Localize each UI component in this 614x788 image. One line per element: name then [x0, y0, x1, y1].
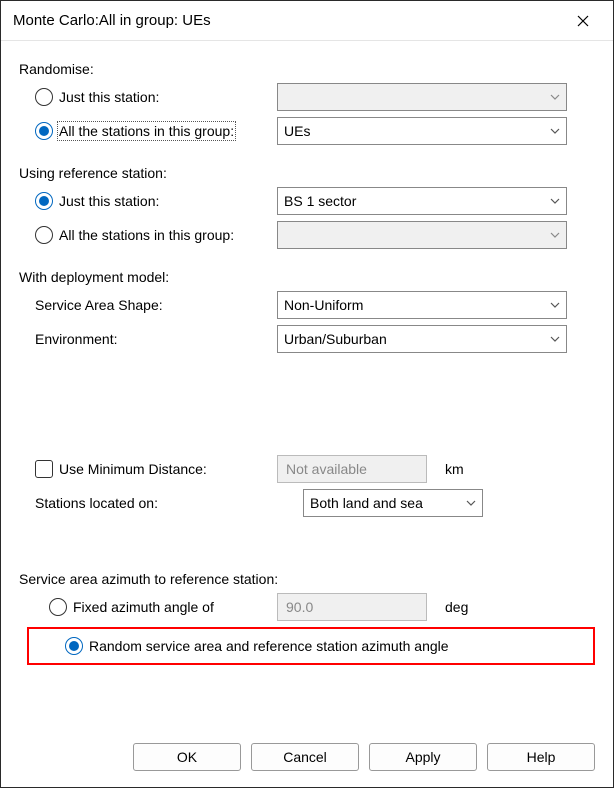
combo-value: Non-Uniform [284, 297, 363, 313]
environment-label: Environment: [35, 331, 117, 347]
deployment-label: With deployment model: [19, 269, 595, 285]
randomise-group-combo[interactable]: UEs [277, 117, 567, 145]
reference-station-combo[interactable]: BS 1 sector [277, 187, 567, 215]
dialog-window: Monte Carlo:All in group: UEs Randomise:… [0, 0, 614, 788]
help-button[interactable]: Help [487, 743, 595, 771]
titlebar: Monte Carlo:All in group: UEs [1, 1, 613, 41]
reference-just-this-label: Just this station: [59, 193, 159, 209]
min-distance-unit: km [445, 461, 464, 477]
shape-combo[interactable]: Non-Uniform [277, 291, 567, 319]
environment-combo[interactable]: Urban/Suburban [277, 325, 567, 353]
min-distance-label: Use Minimum Distance: [59, 461, 207, 477]
shape-label: Service Area Shape: [35, 297, 163, 313]
radio-randomise-just-this[interactable] [35, 88, 53, 106]
radio-randomise-all-stations[interactable] [35, 122, 53, 140]
azimuth-label: Service area azimuth to reference statio… [19, 571, 595, 587]
close-icon [577, 15, 589, 27]
radio-reference-all-stations[interactable] [35, 226, 53, 244]
min-distance-value: Not available [286, 461, 367, 477]
dialog-content: Randomise: Just this station: All the st… [1, 41, 613, 731]
chevron-down-icon [550, 128, 560, 134]
button-bar: OK Cancel Apply Help [1, 731, 613, 787]
reference-all-stations-label: All the stations in this group: [59, 227, 234, 243]
ok-button[interactable]: OK [133, 743, 241, 771]
min-distance-field: Not available [277, 455, 427, 483]
cancel-button[interactable]: Cancel [251, 743, 359, 771]
randomise-just-this-combo[interactable] [277, 83, 567, 111]
random-azimuth-label: Random service area and reference statio… [89, 638, 449, 654]
radio-random-azimuth[interactable] [65, 637, 83, 655]
fixed-azimuth-field: 90.0 [277, 593, 427, 621]
close-button[interactable] [563, 1, 603, 41]
chevron-down-icon [550, 198, 560, 204]
randomise-all-stations-label: All the stations in this group: [59, 123, 234, 139]
located-combo[interactable]: Both land and sea [303, 489, 483, 517]
fixed-azimuth-value: 90.0 [286, 599, 313, 615]
combo-value: Urban/Suburban [284, 331, 387, 347]
chevron-down-icon [550, 302, 560, 308]
fixed-azimuth-unit: deg [445, 599, 468, 615]
min-distance-checkbox[interactable] [35, 460, 53, 478]
chevron-down-icon [550, 336, 560, 342]
randomise-just-this-label: Just this station: [59, 89, 159, 105]
chevron-down-icon [466, 500, 476, 506]
chevron-down-icon [550, 232, 560, 238]
fixed-azimuth-label: Fixed azimuth angle of [73, 599, 214, 615]
randomise-label: Randomise: [19, 61, 595, 77]
radio-reference-just-this[interactable] [35, 192, 53, 210]
reference-group-combo[interactable] [277, 221, 567, 249]
chevron-down-icon [550, 94, 560, 100]
radio-fixed-azimuth[interactable] [49, 598, 67, 616]
apply-button[interactable]: Apply [369, 743, 477, 771]
combo-value: Both land and sea [310, 495, 423, 511]
highlight-box: Random service area and reference statio… [27, 627, 595, 665]
located-label: Stations located on: [35, 495, 158, 511]
window-title: Monte Carlo:All in group: UEs [13, 12, 563, 29]
combo-value: BS 1 sector [284, 193, 356, 209]
combo-value: UEs [284, 123, 310, 139]
reference-label: Using reference station: [19, 165, 595, 181]
